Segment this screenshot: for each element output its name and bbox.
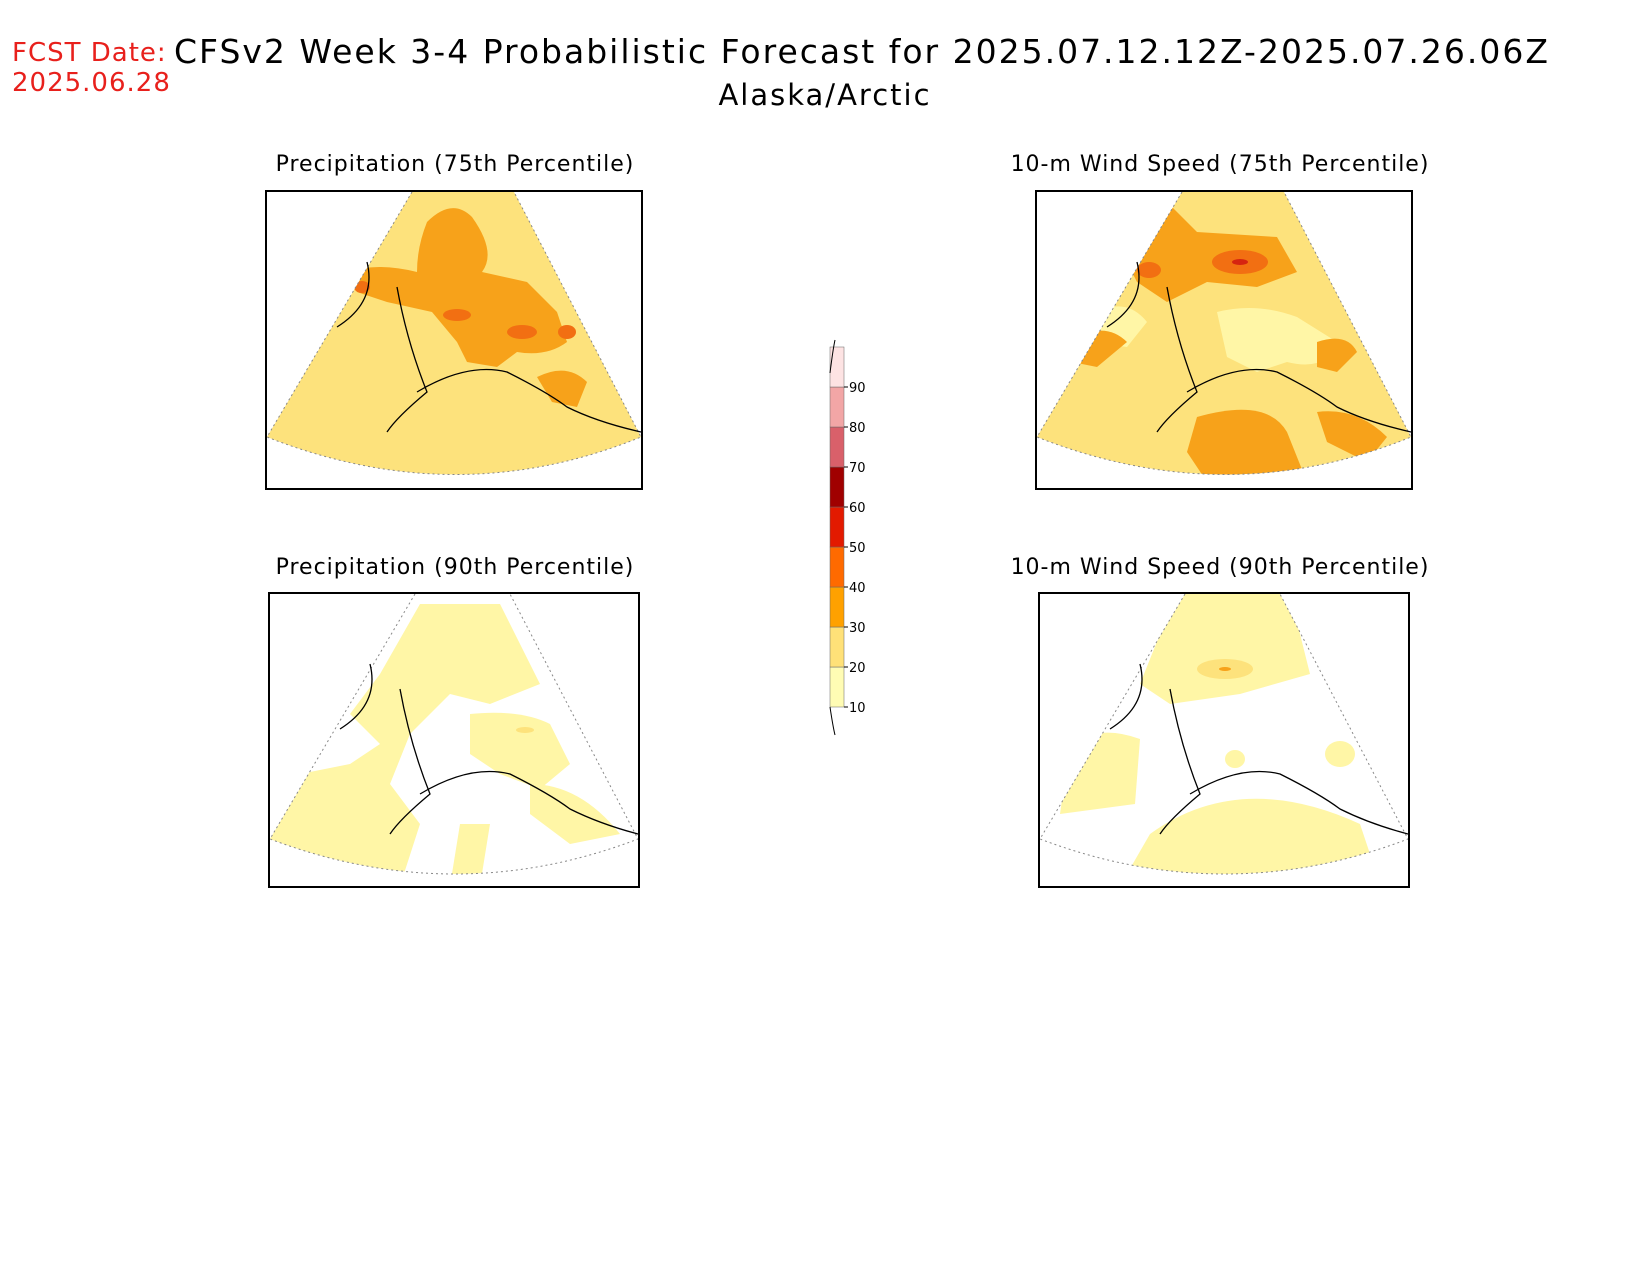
colorbar-box-80 xyxy=(829,386,845,428)
contour-10 xyxy=(1120,798,1370,874)
map-precip90 xyxy=(270,594,638,875)
colorbar-label: 10 xyxy=(849,701,866,716)
colorbar-label: 20 xyxy=(849,661,866,676)
contour-40 xyxy=(1137,262,1161,278)
contour-30 xyxy=(1317,411,1387,462)
map-panel-precip90 xyxy=(268,592,640,888)
contour-10 xyxy=(1217,308,1337,372)
contour-30 xyxy=(1317,338,1357,372)
contour-40 xyxy=(443,309,471,321)
contour-10 xyxy=(450,824,490,874)
colorbar-label: 40 xyxy=(849,581,866,596)
forecast-date-value: 2025.06.28 xyxy=(12,68,171,98)
contour-20 xyxy=(516,727,534,733)
colorbar-box-70 xyxy=(829,426,845,468)
contour-10 xyxy=(1060,732,1140,814)
colorbar-label: 30 xyxy=(849,621,866,636)
contour-30 xyxy=(1127,202,1297,302)
colorbar-box-60 xyxy=(829,466,845,508)
coastline xyxy=(1109,663,1408,835)
contour-50 xyxy=(1232,259,1248,265)
contour-30 xyxy=(1187,409,1307,475)
region-title: Alaska/Arctic xyxy=(718,78,932,112)
coastline xyxy=(1106,261,1411,433)
colorbar-box-10 xyxy=(829,666,845,708)
map-panel-precip75 xyxy=(265,190,643,490)
forecast-date-label: FCST Date: xyxy=(12,38,167,68)
map-wind90 xyxy=(1040,594,1408,875)
colorbar-box-40 xyxy=(829,546,845,588)
contour-10 xyxy=(1325,741,1355,767)
colorbar-box-90 xyxy=(829,346,845,388)
contour-10 xyxy=(1140,594,1310,704)
panel-title-wind75: 10-m Wind Speed (75th Percentile) xyxy=(1010,152,1430,177)
colorbar-box-30 xyxy=(829,586,845,628)
contour-40 xyxy=(507,325,537,339)
map-panel-wind75 xyxy=(1035,190,1413,490)
colorbar-box-20 xyxy=(829,626,845,668)
contour-10 xyxy=(270,604,540,874)
colorbar-label: 50 xyxy=(849,541,866,556)
map-precip75 xyxy=(267,192,641,475)
panel-title-wind90: 10-m Wind Speed (90th Percentile) xyxy=(1010,555,1430,580)
contour-30 xyxy=(1219,667,1231,671)
contour-10 xyxy=(1225,750,1245,768)
map-wind75 xyxy=(1037,192,1411,475)
page-title: CFSv2 Week 3-4 Probabilistic Forecast fo… xyxy=(174,32,1550,71)
colorbar-label: 90 xyxy=(849,381,866,396)
colorbar-label: 70 xyxy=(849,461,866,476)
panel-title-precip75: Precipitation (75th Percentile) xyxy=(275,152,635,177)
contour-10 xyxy=(530,784,620,844)
colorbar-label: 60 xyxy=(849,501,866,516)
colorbar-label: 80 xyxy=(849,421,866,436)
forecast-date: FCST Date: 2025.06.28 xyxy=(12,38,171,98)
colorbar-cap xyxy=(829,339,836,736)
coastline xyxy=(336,261,641,433)
contour-30 xyxy=(537,370,587,407)
coastline xyxy=(339,663,638,835)
colorbar: 10 20 30 40 50 60 70 80 90 xyxy=(829,339,866,736)
colorbar-box-50 xyxy=(829,506,845,548)
contour-40 xyxy=(558,325,576,339)
map-panel-wind90 xyxy=(1038,592,1410,888)
contour-10 xyxy=(470,712,570,789)
panel-title-precip90: Precipitation (90th Percentile) xyxy=(275,555,635,580)
